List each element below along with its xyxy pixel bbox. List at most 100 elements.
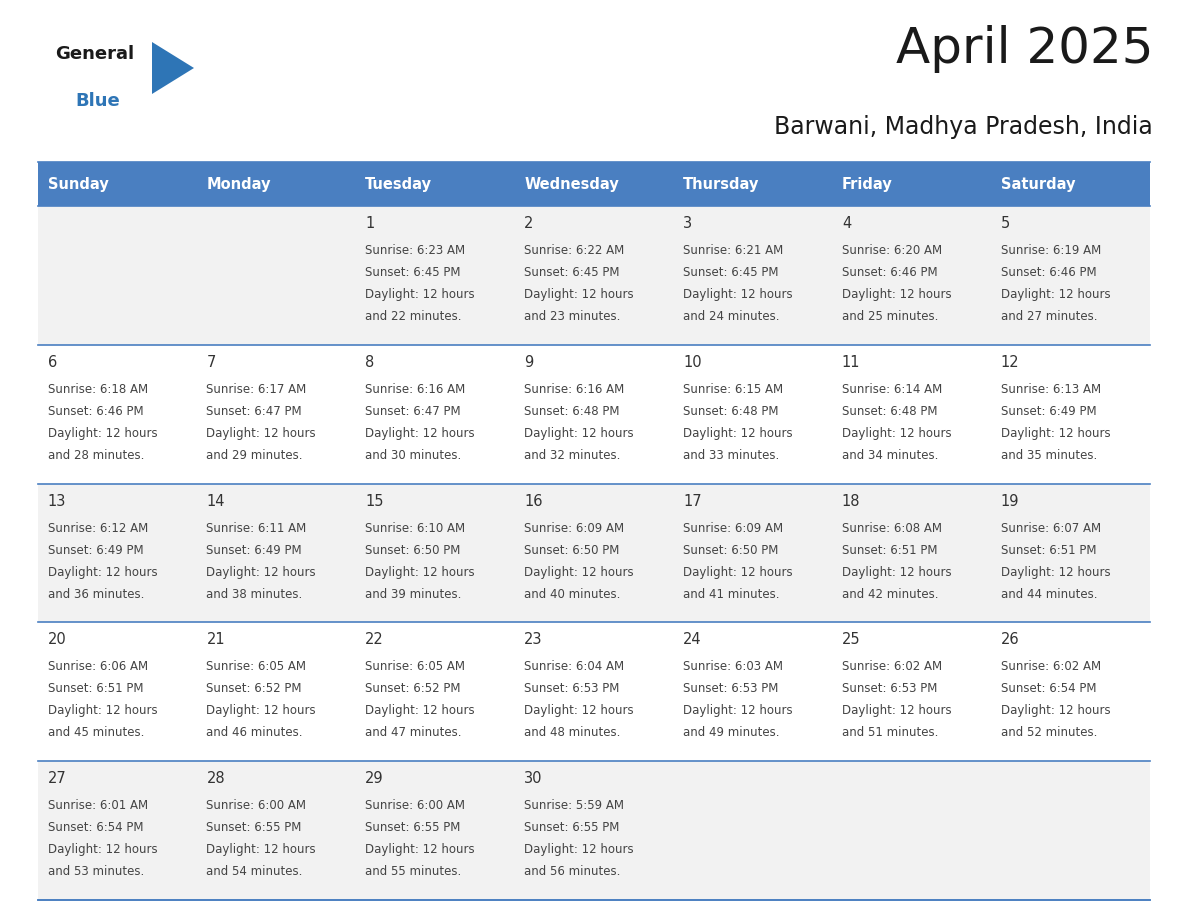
- Bar: [38, 345, 197, 484]
- Text: Daylight: 12 hours: Daylight: 12 hours: [1000, 288, 1111, 301]
- Bar: [355, 484, 514, 622]
- Bar: [355, 761, 514, 900]
- Text: Daylight: 12 hours: Daylight: 12 hours: [207, 565, 316, 578]
- Bar: [833, 622, 991, 761]
- Text: and 46 minutes.: and 46 minutes.: [207, 726, 303, 739]
- Text: 14: 14: [207, 494, 225, 509]
- Bar: [833, 484, 991, 622]
- Text: Sunset: 6:53 PM: Sunset: 6:53 PM: [524, 682, 619, 696]
- Text: Sunrise: 6:23 AM: Sunrise: 6:23 AM: [365, 244, 466, 257]
- Text: Daylight: 12 hours: Daylight: 12 hours: [365, 704, 475, 717]
- Text: Sunset: 6:48 PM: Sunset: 6:48 PM: [842, 405, 937, 418]
- Text: Sunset: 6:49 PM: Sunset: 6:49 PM: [207, 543, 302, 556]
- Text: and 51 minutes.: and 51 minutes.: [842, 726, 939, 739]
- Text: 16: 16: [524, 494, 543, 509]
- Text: and 27 minutes.: and 27 minutes.: [1000, 310, 1098, 323]
- Text: Sunset: 6:45 PM: Sunset: 6:45 PM: [524, 266, 620, 279]
- Text: 28: 28: [207, 771, 225, 786]
- Text: and 53 minutes.: and 53 minutes.: [48, 865, 144, 879]
- Bar: [514, 206, 674, 345]
- Text: Daylight: 12 hours: Daylight: 12 hours: [365, 565, 475, 578]
- Text: 7: 7: [207, 354, 216, 370]
- Text: Daylight: 12 hours: Daylight: 12 hours: [683, 427, 792, 440]
- Text: Sunrise: 6:02 AM: Sunrise: 6:02 AM: [1000, 660, 1101, 674]
- Text: and 44 minutes.: and 44 minutes.: [1000, 588, 1098, 600]
- Text: and 34 minutes.: and 34 minutes.: [842, 449, 939, 462]
- Text: 13: 13: [48, 494, 65, 509]
- Text: 27: 27: [48, 771, 67, 786]
- Text: Sunrise: 6:22 AM: Sunrise: 6:22 AM: [524, 244, 625, 257]
- Text: Daylight: 12 hours: Daylight: 12 hours: [207, 427, 316, 440]
- Text: and 41 minutes.: and 41 minutes.: [683, 588, 779, 600]
- Text: 23: 23: [524, 633, 543, 647]
- Bar: [514, 484, 674, 622]
- Text: and 54 minutes.: and 54 minutes.: [207, 865, 303, 879]
- Text: Sunset: 6:49 PM: Sunset: 6:49 PM: [1000, 405, 1097, 418]
- Text: Sunset: 6:46 PM: Sunset: 6:46 PM: [842, 266, 937, 279]
- Bar: [355, 162, 514, 206]
- Text: and 47 minutes.: and 47 minutes.: [365, 726, 462, 739]
- Bar: [514, 761, 674, 900]
- Text: Daylight: 12 hours: Daylight: 12 hours: [365, 844, 475, 856]
- Text: Sunrise: 6:05 AM: Sunrise: 6:05 AM: [207, 660, 307, 674]
- Text: and 28 minutes.: and 28 minutes.: [48, 449, 144, 462]
- Bar: [355, 206, 514, 345]
- Text: Sunset: 6:54 PM: Sunset: 6:54 PM: [48, 822, 143, 834]
- Text: 19: 19: [1000, 494, 1019, 509]
- Text: Sunset: 6:45 PM: Sunset: 6:45 PM: [683, 266, 778, 279]
- Text: and 38 minutes.: and 38 minutes.: [207, 588, 303, 600]
- Text: Sunrise: 6:09 AM: Sunrise: 6:09 AM: [683, 521, 783, 534]
- Text: Sunrise: 6:09 AM: Sunrise: 6:09 AM: [524, 521, 624, 534]
- Text: and 23 minutes.: and 23 minutes.: [524, 310, 620, 323]
- Text: Sunrise: 6:03 AM: Sunrise: 6:03 AM: [683, 660, 783, 674]
- Text: Sunrise: 5:59 AM: Sunrise: 5:59 AM: [524, 800, 624, 812]
- Text: Daylight: 12 hours: Daylight: 12 hours: [48, 565, 157, 578]
- Text: Sunrise: 6:00 AM: Sunrise: 6:00 AM: [365, 800, 466, 812]
- Text: General: General: [55, 45, 134, 63]
- Text: 1: 1: [365, 216, 374, 231]
- Text: and 52 minutes.: and 52 minutes.: [1000, 726, 1097, 739]
- Text: Sunset: 6:53 PM: Sunset: 6:53 PM: [683, 682, 778, 696]
- Text: Monday: Monday: [207, 176, 271, 192]
- Text: Sunrise: 6:16 AM: Sunrise: 6:16 AM: [365, 383, 466, 396]
- Text: Sunset: 6:50 PM: Sunset: 6:50 PM: [365, 543, 461, 556]
- Text: Sunrise: 6:10 AM: Sunrise: 6:10 AM: [365, 521, 466, 534]
- Text: Tuesday: Tuesday: [365, 176, 432, 192]
- Text: Daylight: 12 hours: Daylight: 12 hours: [524, 704, 633, 717]
- Bar: [833, 206, 991, 345]
- Text: and 24 minutes.: and 24 minutes.: [683, 310, 779, 323]
- Text: Sunrise: 6:15 AM: Sunrise: 6:15 AM: [683, 383, 783, 396]
- Text: and 56 minutes.: and 56 minutes.: [524, 865, 620, 879]
- Text: 15: 15: [365, 494, 384, 509]
- Bar: [833, 761, 991, 900]
- Bar: [674, 484, 833, 622]
- Text: Barwani, Madhya Pradesh, India: Barwani, Madhya Pradesh, India: [775, 115, 1154, 139]
- Text: Sunrise: 6:07 AM: Sunrise: 6:07 AM: [1000, 521, 1101, 534]
- Text: Sunrise: 6:18 AM: Sunrise: 6:18 AM: [48, 383, 147, 396]
- Text: Sunrise: 6:16 AM: Sunrise: 6:16 AM: [524, 383, 625, 396]
- Bar: [197, 162, 355, 206]
- Text: Daylight: 12 hours: Daylight: 12 hours: [365, 288, 475, 301]
- Text: Sunrise: 6:05 AM: Sunrise: 6:05 AM: [365, 660, 466, 674]
- Text: and 36 minutes.: and 36 minutes.: [48, 588, 144, 600]
- Bar: [674, 162, 833, 206]
- Text: Sunset: 6:52 PM: Sunset: 6:52 PM: [207, 682, 302, 696]
- Text: and 22 minutes.: and 22 minutes.: [365, 310, 462, 323]
- Text: Daylight: 12 hours: Daylight: 12 hours: [48, 704, 157, 717]
- Text: Sunset: 6:54 PM: Sunset: 6:54 PM: [1000, 682, 1097, 696]
- Bar: [197, 345, 355, 484]
- Text: Sunset: 6:55 PM: Sunset: 6:55 PM: [207, 822, 302, 834]
- Text: Daylight: 12 hours: Daylight: 12 hours: [365, 427, 475, 440]
- Text: Sunrise: 6:19 AM: Sunrise: 6:19 AM: [1000, 244, 1101, 257]
- Text: and 48 minutes.: and 48 minutes.: [524, 726, 620, 739]
- Text: Daylight: 12 hours: Daylight: 12 hours: [842, 288, 952, 301]
- Text: and 39 minutes.: and 39 minutes.: [365, 588, 462, 600]
- Text: and 32 minutes.: and 32 minutes.: [524, 449, 620, 462]
- Text: and 29 minutes.: and 29 minutes.: [207, 449, 303, 462]
- Bar: [991, 484, 1150, 622]
- Text: Daylight: 12 hours: Daylight: 12 hours: [524, 565, 633, 578]
- Bar: [38, 622, 197, 761]
- Bar: [991, 345, 1150, 484]
- Text: Daylight: 12 hours: Daylight: 12 hours: [842, 565, 952, 578]
- Text: Sunset: 6:47 PM: Sunset: 6:47 PM: [365, 405, 461, 418]
